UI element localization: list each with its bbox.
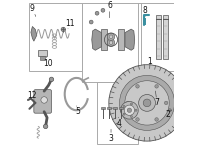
Circle shape xyxy=(126,101,130,105)
Bar xyxy=(97,82,138,144)
Text: 8: 8 xyxy=(143,6,148,15)
Circle shape xyxy=(107,39,115,46)
Bar xyxy=(38,50,47,56)
Bar xyxy=(119,107,123,109)
Polygon shape xyxy=(92,29,101,50)
Text: 7: 7 xyxy=(154,98,159,107)
Circle shape xyxy=(164,101,168,105)
Bar xyxy=(107,107,111,109)
Text: 5: 5 xyxy=(76,107,80,116)
Text: 4: 4 xyxy=(117,119,122,128)
Text: 11: 11 xyxy=(65,19,75,28)
Circle shape xyxy=(49,77,54,82)
Circle shape xyxy=(123,105,125,107)
Circle shape xyxy=(155,85,158,88)
Circle shape xyxy=(136,85,139,88)
Bar xyxy=(138,3,174,71)
Text: 6: 6 xyxy=(107,1,112,10)
Text: 2: 2 xyxy=(166,110,171,119)
Circle shape xyxy=(130,116,132,118)
Bar xyxy=(29,3,82,71)
Circle shape xyxy=(155,118,158,121)
Circle shape xyxy=(101,8,105,12)
Circle shape xyxy=(143,99,151,107)
Circle shape xyxy=(95,11,99,15)
Bar xyxy=(163,15,168,59)
Circle shape xyxy=(109,35,113,39)
Circle shape xyxy=(121,101,138,119)
Bar xyxy=(101,29,107,50)
Circle shape xyxy=(41,97,47,103)
Circle shape xyxy=(123,113,125,115)
Circle shape xyxy=(61,27,65,32)
Text: 3: 3 xyxy=(109,134,113,143)
Circle shape xyxy=(136,118,139,121)
Circle shape xyxy=(89,20,93,24)
Text: 12: 12 xyxy=(27,91,36,100)
FancyBboxPatch shape xyxy=(34,90,51,113)
Text: 10: 10 xyxy=(43,59,53,68)
Bar xyxy=(82,3,141,82)
Bar xyxy=(118,29,124,50)
Circle shape xyxy=(124,105,135,115)
Circle shape xyxy=(130,103,132,105)
Bar xyxy=(101,107,105,109)
Bar xyxy=(40,56,45,60)
Circle shape xyxy=(168,109,171,112)
Circle shape xyxy=(109,65,185,141)
Circle shape xyxy=(43,124,48,129)
Polygon shape xyxy=(125,29,135,50)
Circle shape xyxy=(127,108,132,112)
Circle shape xyxy=(107,33,115,40)
Circle shape xyxy=(109,41,113,44)
Circle shape xyxy=(135,109,137,111)
Bar xyxy=(156,15,161,59)
Text: 1: 1 xyxy=(148,57,152,66)
Circle shape xyxy=(139,95,155,111)
Polygon shape xyxy=(31,26,37,41)
Text: 9: 9 xyxy=(30,4,35,13)
Bar xyxy=(113,107,117,109)
